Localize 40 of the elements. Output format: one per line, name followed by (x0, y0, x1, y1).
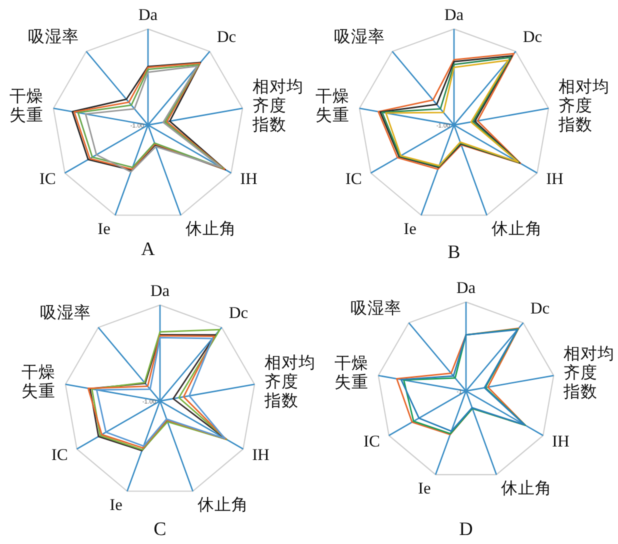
spoke-label: Da (456, 278, 476, 297)
spoke-label: Ie (110, 494, 122, 514)
spoke-label: 吸湿率 (40, 303, 92, 322)
spoke-label: 干燥失重 (10, 86, 44, 124)
spoke-label: 干燥失重 (316, 86, 350, 124)
spoke-label: 休止角 (198, 494, 249, 514)
spoke-label: Dc (522, 27, 542, 46)
spoke-label: 休止角 (501, 478, 552, 498)
text: B (448, 242, 460, 263)
spoke-label: IC (39, 168, 56, 188)
spoke-label: Dc (228, 303, 248, 322)
text: C (154, 519, 166, 540)
spoke-label: IH (546, 168, 564, 188)
spoke-label: 相对均齐度指数 (251, 76, 304, 134)
spoke-label: Ie (418, 478, 431, 498)
spoke-label: 相对均齐度指数 (562, 344, 615, 402)
spoke-label: 休止角 (492, 218, 543, 238)
spoke-label: 干燥失重 (334, 354, 368, 392)
spoke-label: 相对均齐度指数 (263, 352, 316, 410)
spoke-label: Da (444, 4, 464, 24)
spoke-label: 吸湿率 (28, 27, 80, 46)
spoke-label: Ie (404, 218, 416, 238)
spoke-label: 相对均齐度指数 (557, 76, 610, 134)
spoke-label: Dc (216, 27, 236, 46)
spoke-label: 吸湿率 (350, 298, 402, 318)
text: D (459, 519, 473, 540)
spoke-label: 干燥失重 (22, 362, 56, 400)
spoke-label: Da (138, 4, 158, 24)
spoke-label: IC (345, 168, 362, 188)
spoke-label: 休止角 (186, 218, 237, 238)
spoke-label: Ie (98, 218, 110, 238)
spoke-label: IH (252, 444, 270, 464)
spoke-label: IH (552, 431, 570, 450)
spoke-label: Da (150, 280, 170, 300)
text: A (141, 239, 156, 260)
spoke-label: 吸湿率 (334, 27, 386, 46)
spoke-label: IC (51, 444, 68, 464)
spoke-label: IC (363, 431, 380, 450)
spoke-label: IH (240, 168, 258, 188)
spoke-label: Dc (530, 298, 550, 318)
